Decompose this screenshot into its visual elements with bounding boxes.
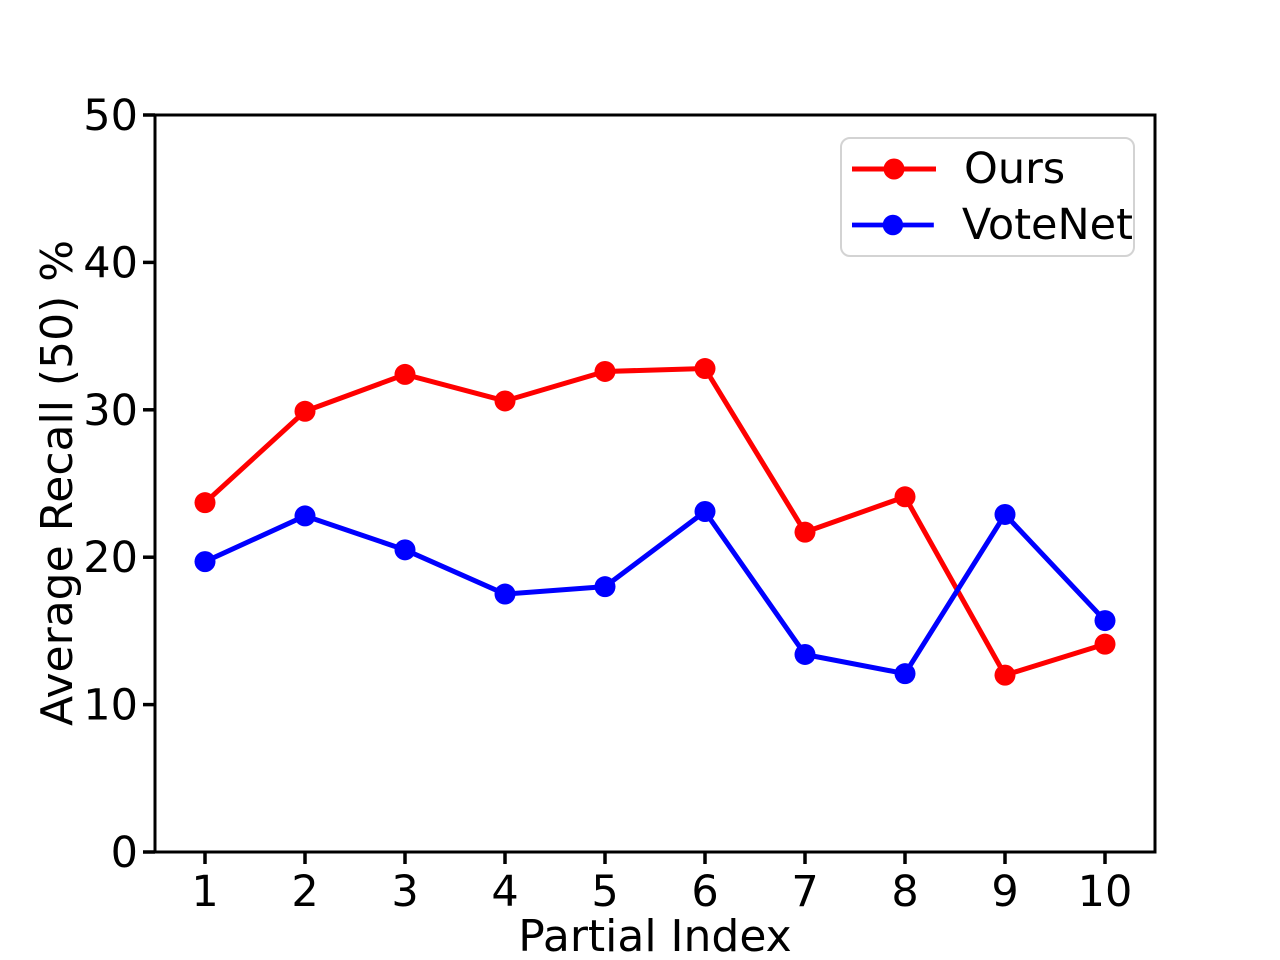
series-line-ours xyxy=(203,366,1106,678)
legend-label-votenet: VoteNet xyxy=(961,199,1133,250)
x-tick-label: 5 xyxy=(591,867,618,917)
data-point-votenet xyxy=(394,539,416,561)
data-point-votenet xyxy=(794,643,816,665)
x-tick-label: 6 xyxy=(691,867,718,917)
votenet-line-sample-icon xyxy=(852,214,934,236)
data-point-votenet xyxy=(694,501,716,523)
legend-label-ours: Ours xyxy=(964,143,1066,194)
series-line-votenet xyxy=(203,509,1107,677)
plot-area: 1 2 3 4 5 6 7 8 9 10 0 10 20 30 40 50 xyxy=(83,91,1157,917)
x-tick-label: 4 xyxy=(491,867,518,917)
data-point-ours xyxy=(294,400,316,422)
data-point-votenet xyxy=(194,551,216,573)
x-tick-label: 1 xyxy=(191,867,218,917)
plot-spines xyxy=(153,113,1157,854)
data-point-ours xyxy=(394,363,416,385)
data-point-votenet xyxy=(994,503,1016,525)
x-tick-label: 10 xyxy=(1078,867,1133,917)
data-point-votenet xyxy=(294,505,316,527)
data-point-ours xyxy=(594,360,616,382)
x-axis-title: Partial Index xyxy=(518,911,791,960)
data-point-ours xyxy=(1094,633,1116,655)
y-axis-title: Average Recall (50) % xyxy=(32,240,83,726)
data-point-ours xyxy=(194,492,216,514)
data-point-votenet xyxy=(594,576,616,598)
legend-entry-ours: Ours xyxy=(852,141,1133,197)
data-point-votenet xyxy=(1094,610,1116,632)
x-tick-label: 9 xyxy=(991,867,1018,917)
legend-entry-votenet: VoteNet xyxy=(852,197,1133,253)
data-point-votenet xyxy=(494,583,516,605)
data-point-ours xyxy=(894,486,916,508)
ours-line-sample-icon xyxy=(852,158,936,180)
x-tick-label: 7 xyxy=(791,867,818,917)
y-tick-label: 50 xyxy=(83,91,138,141)
data-point-ours xyxy=(494,390,516,412)
legend: Ours VoteNet xyxy=(840,137,1135,257)
y-tick-label: 20 xyxy=(83,533,138,583)
x-tick-label: 2 xyxy=(291,867,318,917)
y-tick-label: 40 xyxy=(83,238,138,288)
x-tick-label: 3 xyxy=(391,867,418,917)
x-tick-label: 8 xyxy=(891,867,918,917)
y-tick-label: 30 xyxy=(83,386,138,436)
data-point-ours xyxy=(794,521,816,543)
data-point-votenet xyxy=(894,663,916,685)
y-tick-label: 10 xyxy=(83,681,138,731)
data-point-ours xyxy=(994,664,1016,686)
y-tick-label: 0 xyxy=(111,828,138,878)
data-point-ours xyxy=(694,358,716,380)
